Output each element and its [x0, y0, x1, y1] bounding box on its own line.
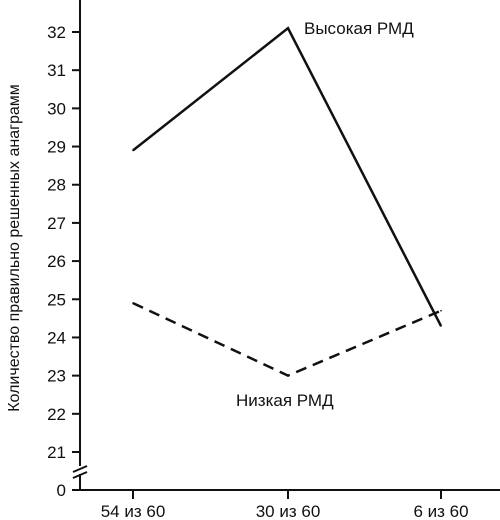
y-tick-label: 21 — [47, 443, 66, 462]
y-tick-group: 0 21 22 23 24 25 26 27 28 29 30 31 32 — [47, 23, 80, 500]
y-axis: 0 21 22 23 24 25 26 27 28 29 30 31 32 — [47, 0, 88, 500]
data-point — [440, 325, 442, 327]
series-group: Высокая РМД Низкая РМД — [132, 19, 443, 410]
y-tick-label: 25 — [47, 290, 66, 309]
data-point — [132, 302, 134, 304]
data-point — [440, 309, 442, 312]
x-tick-group: 54 из 60 30 из 60 6 из 60 — [101, 490, 469, 520]
y-tick-label: 24 — [47, 328, 66, 347]
y-tick-label: 30 — [47, 99, 66, 118]
y-tick-label: 22 — [47, 405, 66, 424]
data-point — [287, 27, 289, 30]
x-tick-label: 54 из 60 — [101, 502, 166, 520]
y-tick-label: 32 — [47, 23, 66, 42]
series-label-2: Низкая РМД — [236, 391, 334, 410]
series-line-2 — [132, 301, 442, 377]
series-line-1 — [132, 26, 443, 327]
data-point — [132, 149, 134, 152]
y-tick-label: 27 — [47, 214, 66, 233]
data-point — [287, 374, 289, 377]
y-tick-label: 26 — [47, 252, 66, 271]
y-tick-label: 23 — [47, 367, 66, 386]
series-label-1: Высокая РМД — [304, 19, 414, 38]
x-tick-label: 6 из 60 — [413, 502, 468, 520]
x-tick-label: 30 из 60 — [256, 502, 321, 520]
y-tick-label: 0 — [57, 481, 66, 500]
y-axis-label: Количество правильно решенных анаграмм — [6, 84, 23, 412]
y-tick-label: 31 — [47, 61, 66, 80]
y-tick-label: 28 — [47, 176, 66, 195]
x-axis: 54 из 60 30 из 60 6 из 60 — [80, 489, 500, 520]
y-tick-label: 29 — [47, 138, 66, 157]
axis-break-mark — [72, 465, 88, 479]
